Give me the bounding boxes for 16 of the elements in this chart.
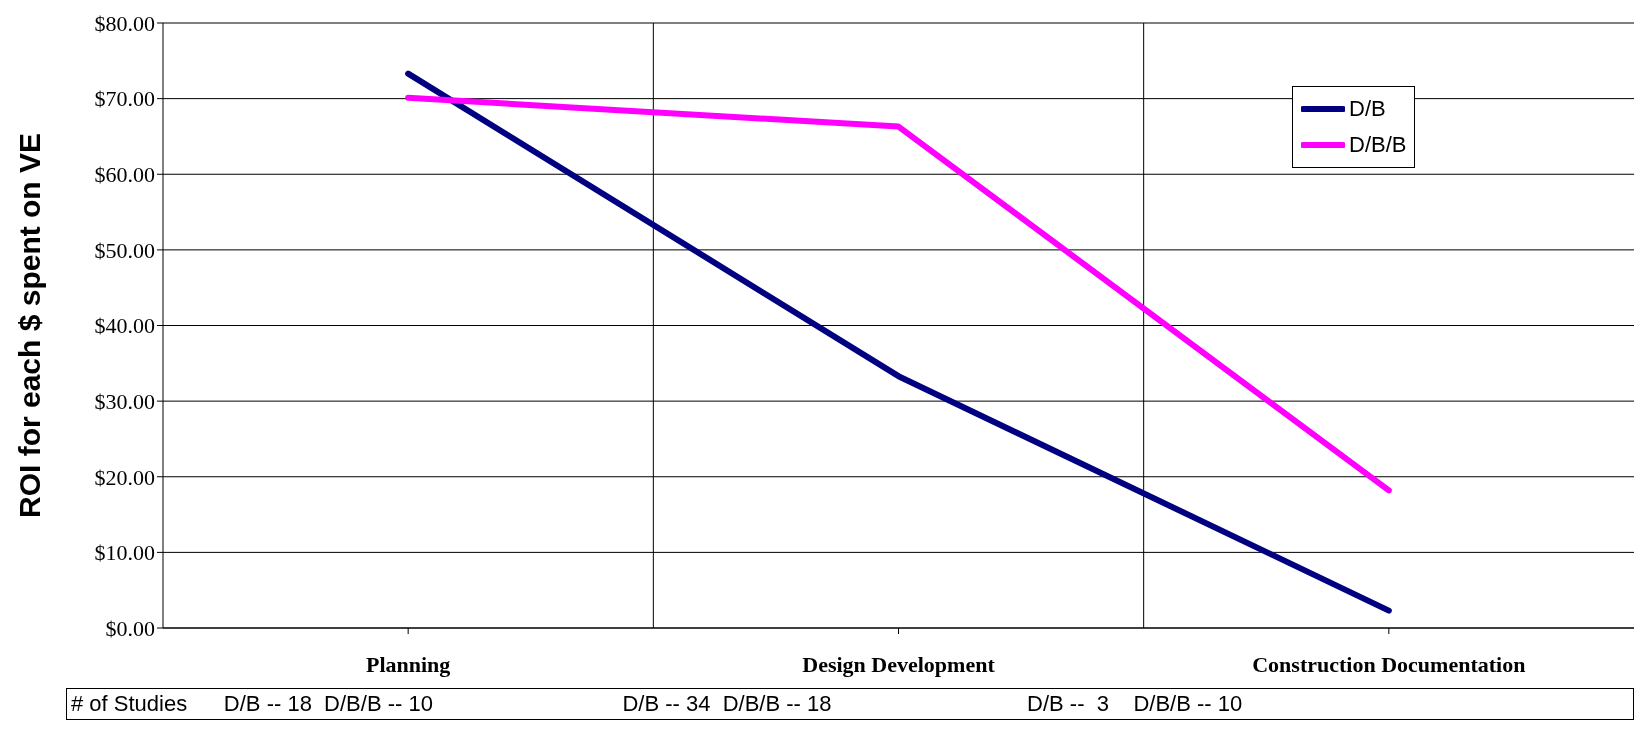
y-tick-label: $50.00 — [94, 237, 155, 263]
y-tick-label: $10.00 — [94, 540, 155, 566]
legend-label: D/B/B — [1349, 132, 1407, 158]
x-tick-label: Planning — [365, 651, 451, 677]
y-tick-label: $70.00 — [94, 86, 155, 112]
x-tick-label: Construction Documentation — [1252, 651, 1526, 677]
y-tick-label: $0.00 — [105, 615, 155, 641]
y-tick-label: $30.00 — [94, 388, 155, 414]
text: # of Studies D/B -- 18 D/B/B -- 10 D/B -- 34 D/B/B -- 18 D/B -- 3 D/B/B -- 10 — [66, 688, 1634, 720]
y-axis-title: ROI for each $ spent on VE — [13, 132, 46, 519]
y-tick-label: $20.00 — [94, 464, 155, 490]
x-tick-label: Design Development — [802, 651, 996, 677]
y-tick-label: $60.00 — [94, 162, 155, 188]
y-tick-label: $80.00 — [94, 10, 155, 36]
legend-label: D/B — [1349, 96, 1386, 122]
y-tick-label: $40.00 — [94, 313, 155, 339]
